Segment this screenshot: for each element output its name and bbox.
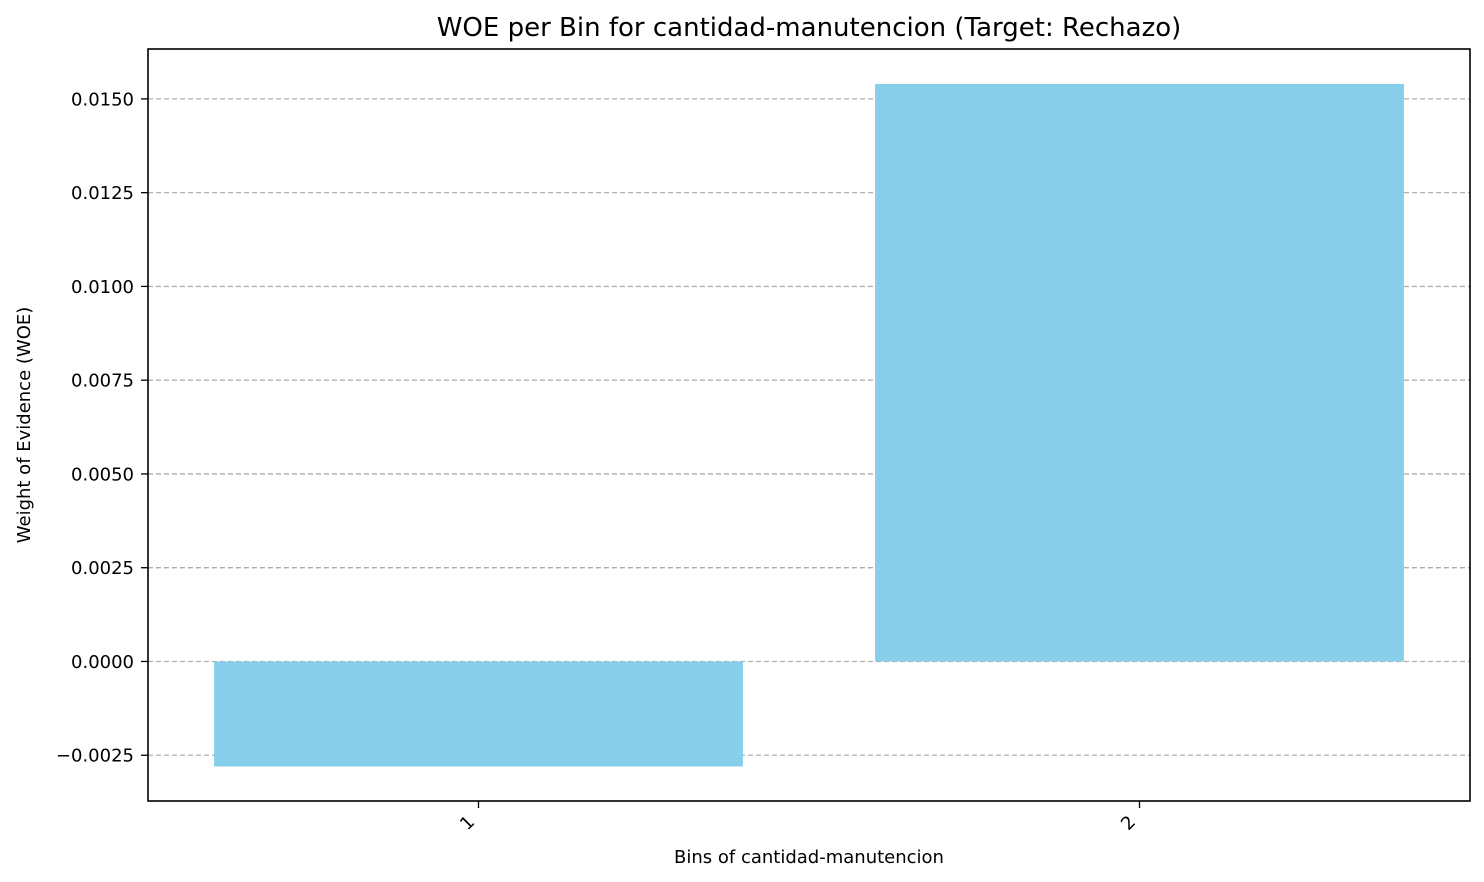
y-tick-label: −0.0025 [56, 746, 134, 767]
y-axis-label: Weight of Evidence (WOE) [14, 307, 35, 544]
y-tick-label: 0.0100 [71, 277, 134, 298]
y-tick-label: 0.0150 [71, 89, 134, 110]
x-axis-label: Bins of cantidad-manutencion [674, 847, 944, 868]
y-tick-label: 0.0075 [71, 371, 134, 392]
bar-bin-1 [214, 661, 743, 767]
x-tick-label: 2 [1117, 812, 1140, 835]
y-tick-label: 0.0025 [71, 558, 134, 579]
bars [214, 83, 1404, 767]
y-tick-label: 0.0050 [71, 464, 134, 485]
plot-frame [147, 48, 1471, 802]
y-axis-ticks: −0.0025 0.0000 0.0025 0.0050 0.0075 0.0100 0.0… [56, 89, 148, 767]
chart-title: WOE per Bin for cantidad-manutencion (Ta… [437, 13, 1182, 43]
x-tick-label: 1 [456, 812, 479, 835]
y-tick-label: 0.0000 [71, 652, 134, 673]
bar-bin-2 [875, 83, 1404, 662]
y-tick-label: 0.0125 [71, 183, 134, 204]
